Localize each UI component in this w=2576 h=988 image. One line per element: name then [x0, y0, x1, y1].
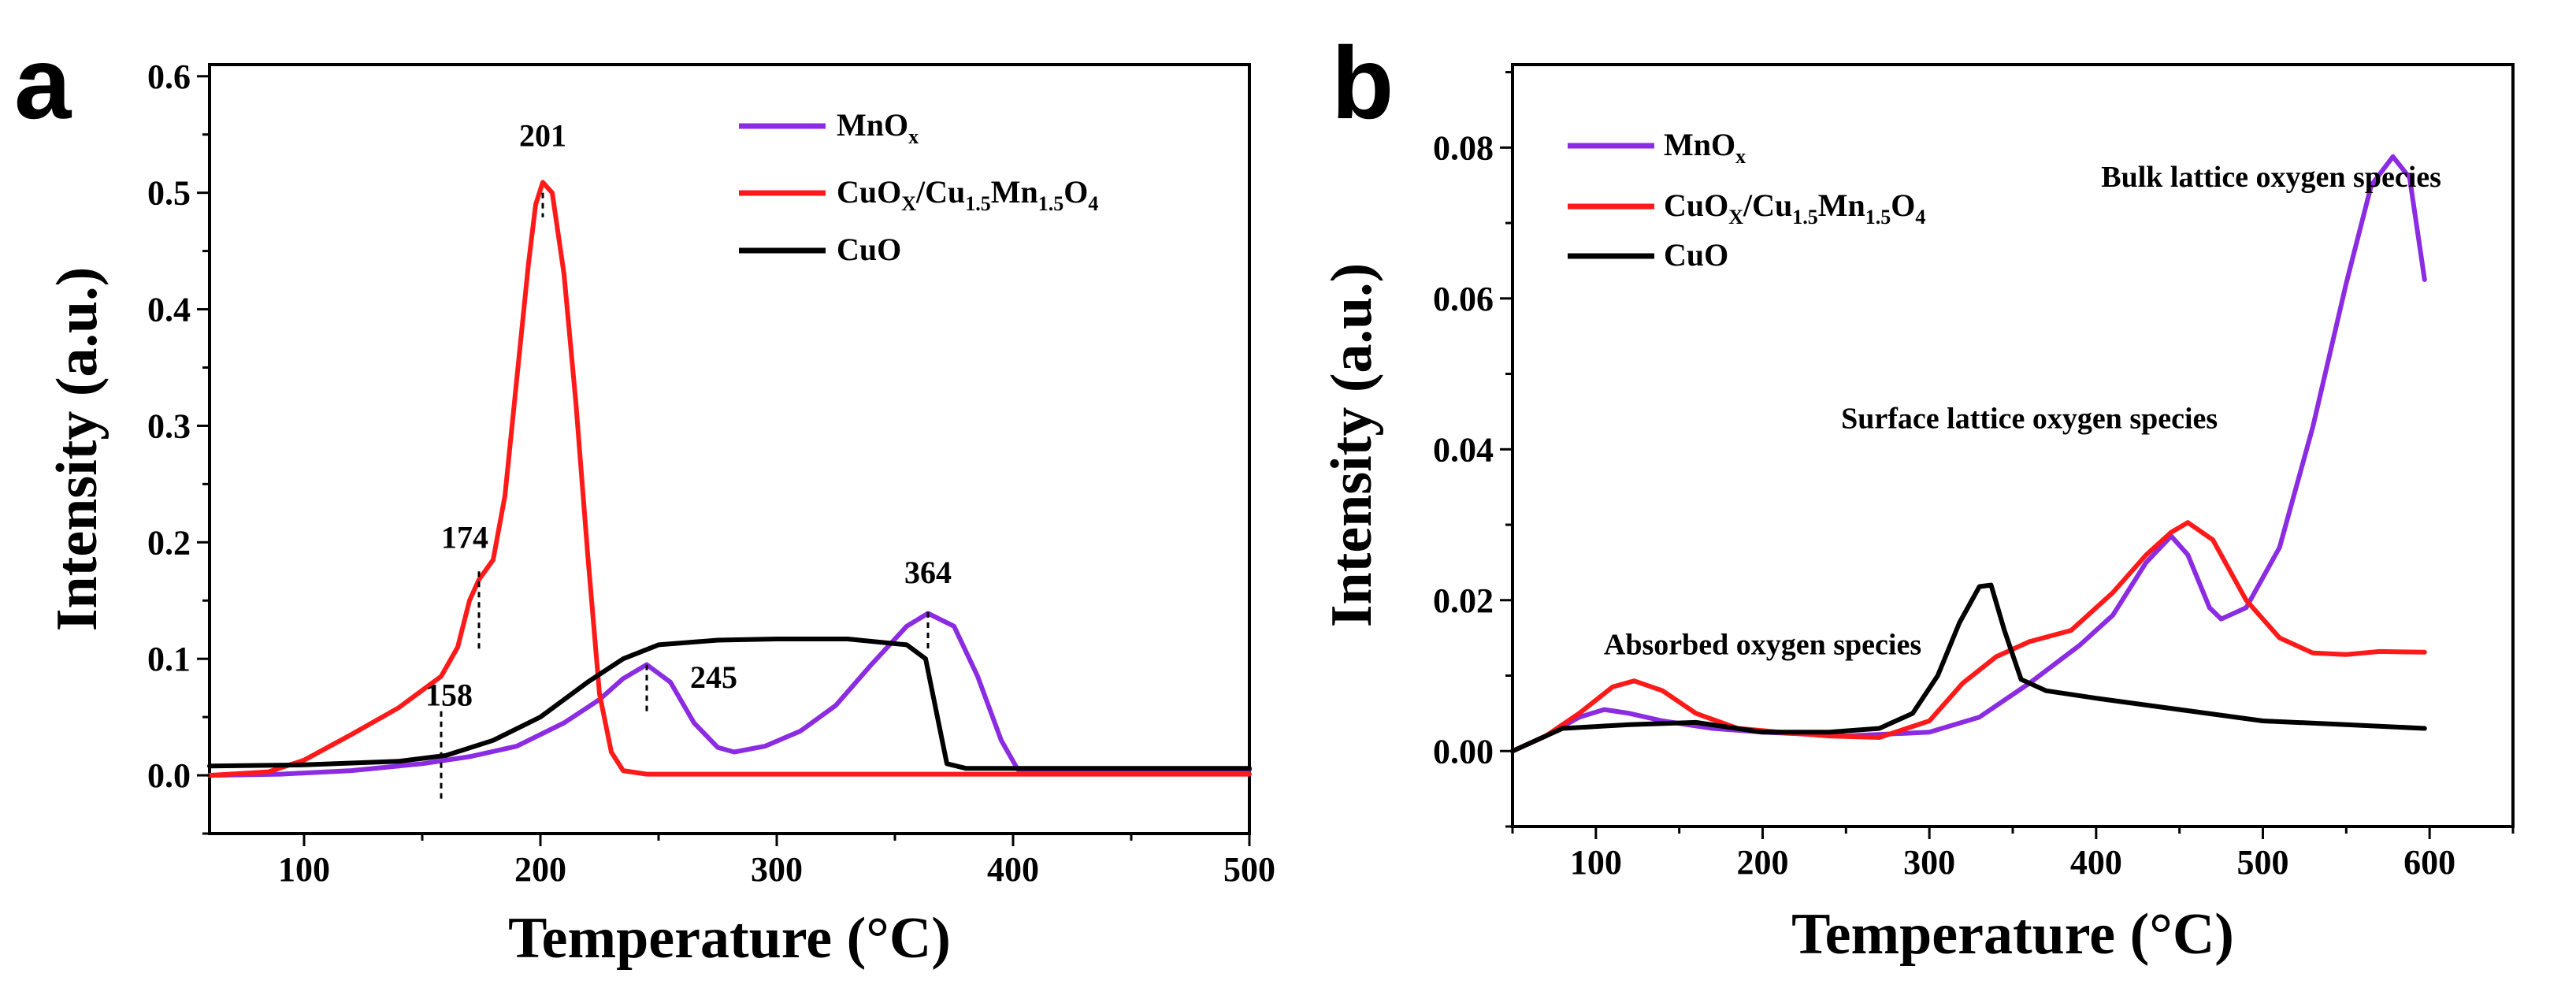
panel-a-plot-frame	[208, 63, 1251, 835]
x-tick-label: 500	[2237, 843, 2289, 882]
series-line-cuo	[207, 637, 1252, 771]
legend-cuox-cumno-label: CuOX/Cu1.5Mn1.5O4	[1664, 188, 1925, 228]
y-tick-label: 0.00	[1433, 732, 1494, 771]
panel-b-y-axis: 0.00 0.02 0.04 0.06 0.08	[1433, 71, 1513, 828]
series-line-cuox-cu1-5mn1-5o4	[207, 180, 1252, 778]
x-tick-label: 200	[514, 850, 566, 889]
panel-a-legend: MnOx CuOX/Cu1.5Mn1.5O4 CuO	[739, 107, 1098, 267]
panel-b-letter: b	[1331, 25, 1394, 140]
panel-b-x-axis: 100 200 300 400 500 600	[1511, 826, 2515, 882]
y-tick-label: 0.6	[147, 58, 191, 96]
legend-cuox-cumno-label: CuOX/Cu1.5Mn1.5O4	[837, 174, 1098, 215]
y-tick-label: 0.0	[147, 756, 191, 795]
panel-a-x-axis: 100 200 300 400 500	[278, 834, 1275, 889]
panel-b-y-axis-title: Intensity (a.u.)	[1320, 263, 1384, 628]
x-tick-label: 600	[2403, 843, 2455, 882]
x-tick-label: 300	[1903, 843, 1955, 882]
annotation-bulk-lattice-oxygen-species: Bulk lattice oxygen species	[2101, 161, 2441, 194]
legend-cuo-label: CuO	[1664, 237, 1728, 273]
panel-b-series-group	[1510, 154, 2427, 754]
panel-b-annotations: Absorbed oxygen species Surface lattice o…	[1604, 161, 2441, 662]
panel-b: b 100 200 300 400 500 600 0.000.020.040.060.0…	[1320, 25, 2515, 967]
x-tick-label: 400	[987, 850, 1039, 889]
series-line-cuo	[1510, 582, 2427, 754]
y-tick-label: 0.06	[1433, 280, 1494, 318]
y-tick-label: 0.2	[147, 523, 191, 562]
panel-a-y-axis-title: Intensity (a.u.)	[45, 267, 109, 632]
panel-a-y-axis: 0.0 0.1 0.2 0.3 0.4 0.5 0.6	[147, 58, 210, 835]
panel-a-letter: a	[14, 25, 72, 140]
peak-label-201: 201	[519, 118, 566, 154]
x-tick-label: 100	[278, 850, 330, 889]
y-tick-label: 0.08	[1433, 128, 1494, 167]
annotation-surface-lattice-oxygen-species: Surface lattice oxygen species	[1841, 402, 2218, 435]
y-tick-label: 0.4	[147, 291, 191, 329]
y-tick-label: 0.5	[147, 174, 191, 213]
x-tick-label: 500	[1223, 850, 1275, 889]
x-tick-label: 100	[1570, 843, 1622, 882]
peak-label-245: 245	[690, 659, 737, 695]
panel-b-legend: MnOx CuOX/Cu1.5Mn1.5O4 CuO	[1568, 127, 1925, 273]
y-tick-label: 0.04	[1433, 430, 1494, 469]
panel-a: a 100 200 300 400 500 0.00.10.20.30.40.50.6 …	[14, 25, 1275, 971]
peak-label-158: 158	[425, 677, 473, 712]
annotation-absorbed-oxygen-species: Absorbed oxygen species	[1604, 629, 1921, 662]
series-line-cuox-cu1-5mn1-5o4	[1510, 520, 2427, 754]
panel-a-series-group	[207, 180, 1252, 778]
y-tick-label: 0.02	[1433, 581, 1494, 620]
peak-label-174: 174	[441, 520, 488, 555]
series-line-mnox	[207, 611, 1252, 778]
panel-a-x-axis-title: Temperature (°C)	[508, 906, 951, 971]
y-tick-label: 0.3	[147, 407, 191, 445]
panel-b-x-axis-title: Temperature (°C)	[1791, 902, 2234, 967]
legend-mnox-label: MnOx	[837, 107, 919, 148]
x-tick-label: 300	[751, 850, 803, 889]
series-line-mnox	[1510, 154, 2427, 754]
legend-mnox-label: MnOx	[1664, 127, 1746, 168]
panel-a-peak-labels: 201 174 158 245 364	[425, 118, 952, 799]
peak-label-364: 364	[904, 555, 952, 590]
x-tick-label: 200	[1737, 843, 1789, 882]
legend-cuo-label: CuO	[837, 232, 901, 267]
y-tick-label: 0.1	[147, 640, 191, 678]
x-tick-label: 400	[2070, 843, 2122, 882]
